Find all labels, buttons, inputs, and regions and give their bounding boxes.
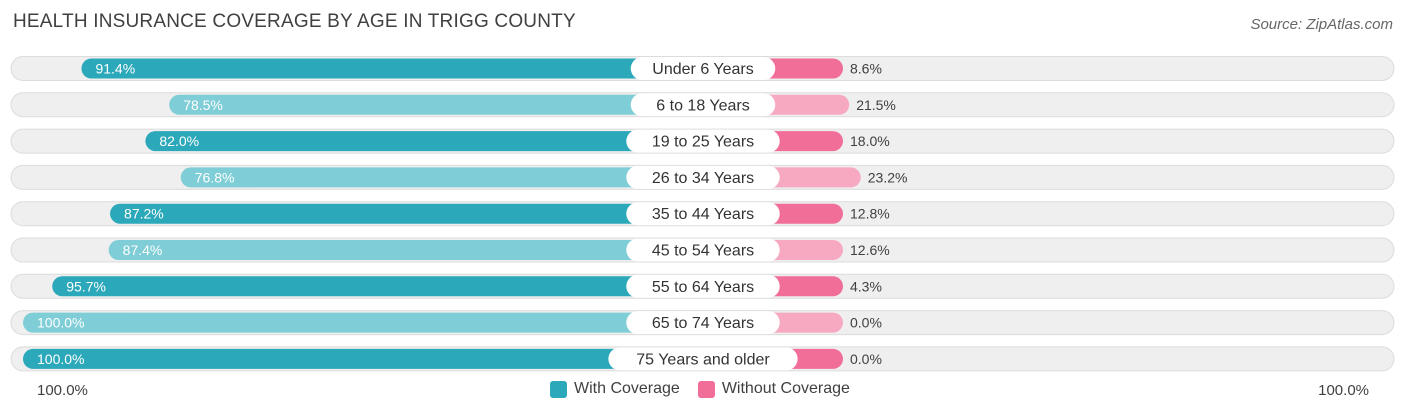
- without-coverage-value-45-to-54-years: 12.6%: [850, 242, 890, 258]
- bar-with-coverage-55-to-64-years: [52, 276, 704, 297]
- without-coverage-value-26-to-34-years: 23.2%: [868, 169, 908, 185]
- legend-label-without-coverage: Without Coverage: [721, 380, 850, 397]
- without-coverage-value-under-6-years: 8.6%: [850, 61, 882, 77]
- category-label-under-6-years: Under 6 Years: [652, 61, 753, 78]
- category-label-55-to-64-years: 55 to 64 Years: [652, 279, 754, 296]
- bar-with-coverage-65-to-74-years: [23, 312, 703, 333]
- chart-title: HEALTH INSURANCE COVERAGE BY AGE IN TRIG…: [13, 11, 576, 32]
- category-pill-55-to-64-years: [626, 274, 780, 298]
- category-label-26-to-34-years: 26 to 34 Years: [652, 170, 754, 187]
- with-coverage-value-55-to-64-years: 95.7%: [66, 278, 106, 294]
- with-coverage-value-65-to-74-years: 100.0%: [37, 315, 84, 331]
- without-coverage-value-19-to-25-years: 18.0%: [850, 133, 890, 149]
- without-coverage-value-35-to-44-years: 12.8%: [850, 206, 890, 222]
- without-coverage-value-75-years-and-older: 0.0%: [850, 351, 882, 367]
- category-label-75-years-and-older: 75 Years and older: [636, 351, 770, 368]
- with-coverage-value-45-to-54-years: 87.4%: [123, 242, 163, 258]
- bar-chart: Under 6 Years 91.4% 8.6% 6 to 18 Years 78.5%…: [10, 56, 1395, 372]
- with-coverage-value-6-to-18-years: 78.5%: [183, 97, 223, 113]
- with-coverage-value-26-to-34-years: 76.8%: [195, 169, 235, 185]
- category-label-65-to-74-years: 65 to 74 Years: [652, 315, 754, 332]
- bar-with-coverage-35-to-44-years: [110, 203, 704, 224]
- with-coverage-value-under-6-years: 91.4%: [95, 61, 135, 77]
- bar-with-coverage-19-to-25-years: [145, 131, 703, 152]
- bar-with-coverage-26-to-34-years: [180, 167, 703, 188]
- bar-with-coverage-6-to-18-years: [169, 94, 703, 115]
- category-pill-75-years-and-older: [608, 347, 798, 371]
- category-label-6-to-18-years: 6 to 18 Years: [656, 97, 749, 114]
- category-label-19-to-25-years: 19 to 25 Years: [652, 134, 754, 151]
- bar-with-coverage-75-years-and-older: [23, 348, 703, 369]
- without-coverage-value-65-to-74-years: 0.0%: [850, 315, 882, 331]
- legend-swatch-without-coverage: [697, 380, 715, 398]
- with-coverage-value-19-to-25-years: 82.0%: [159, 133, 199, 149]
- category-label-45-to-54-years: 45 to 54 Years: [652, 243, 754, 260]
- category-pill-under-6-years: [630, 57, 776, 80]
- bar-with-coverage-45-to-54-years: [108, 240, 704, 260]
- without-coverage-value-55-to-64-years: 4.3%: [850, 278, 882, 294]
- category-pill-6-to-18-years: [630, 93, 776, 117]
- with-coverage-value-75-years-and-older: 100.0%: [37, 351, 84, 367]
- axis-right-label: 100.0%: [1318, 382, 1369, 399]
- legend: With Coverage Without Coverage: [550, 380, 868, 398]
- category-pill-45-to-54-years: [626, 238, 780, 262]
- category-pill-26-to-34-years: [626, 165, 780, 189]
- with-coverage-value-35-to-44-years: 87.2%: [124, 206, 164, 222]
- category-label-35-to-44-years: 35 to 44 Years: [652, 206, 754, 223]
- source-label: Source: ZipAtlas.com: [1250, 16, 1393, 33]
- legend-item-without-coverage: Without Coverage: [697, 380, 850, 398]
- category-pill-19-to-25-years: [626, 129, 780, 153]
- legend-label-with-coverage: With Coverage: [574, 380, 680, 397]
- bar-with-coverage-under-6-years: [81, 58, 704, 79]
- category-pill-65-to-74-years: [626, 311, 780, 335]
- legend-item-with-coverage: With Coverage: [550, 380, 680, 398]
- category-pill-35-to-44-years: [626, 202, 780, 226]
- axis-left-label: 100.0%: [37, 382, 88, 399]
- legend-swatch-with-coverage: [550, 380, 567, 398]
- without-coverage-value-6-to-18-years: 21.5%: [856, 97, 896, 113]
